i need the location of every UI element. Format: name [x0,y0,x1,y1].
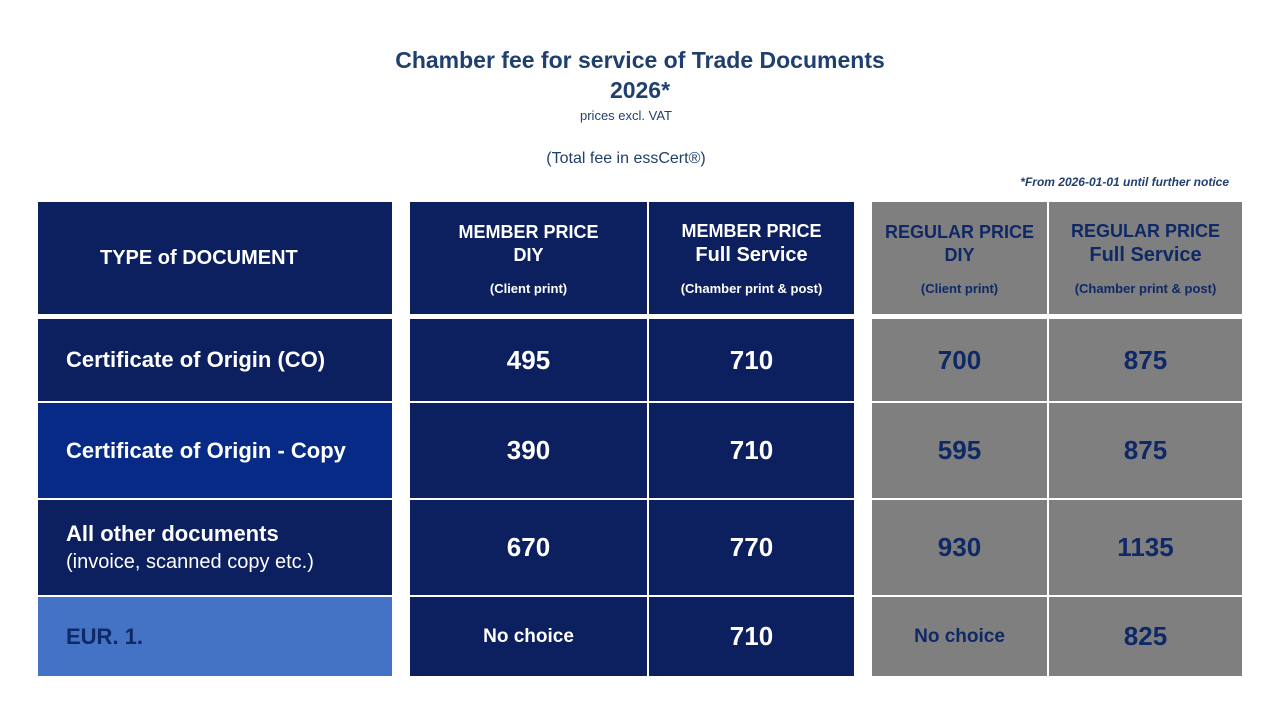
price: 825 [1123,621,1168,651]
price-cell: No choice [409,596,648,677]
price-cell: 1135 [1048,499,1243,596]
column-subtitle: DIY [513,244,544,265]
price: 390 [506,435,551,465]
header-cell: MEMBER PRICE Full Service (Chamber print &… [648,201,855,315]
price: 710 [729,621,774,651]
column-note: (Client print) [920,280,999,296]
price: No choice [483,625,574,647]
price-cell: No choice [871,596,1048,677]
price: 875 [1123,435,1168,465]
price: 710 [729,435,774,465]
notice: *From 2026-01-01 until further notice [1020,175,1229,189]
price-cell: 875 [1048,318,1243,402]
row-label-cell: Certificate of Origin (CO) [37,318,393,402]
price: 875 [1123,344,1168,375]
vat-note: prices excl. VAT [580,108,672,123]
price-cell: 875 [1048,402,1243,499]
price: 1135 [1117,532,1174,562]
column-title: MEMBER PRICE [681,221,822,241]
row-label: Certificate of Origin (CO) [66,347,326,372]
row-label: Certificate of Origin - Copy [66,437,346,463]
price-cell: 670 [409,499,648,596]
column-subtitle: Full Service [695,244,808,266]
row-label-cell: EUR. 1. [37,596,393,677]
header-cell: MEMBER PRICE DIY (Client print) [409,201,648,315]
column-title: MEMBER PRICE [458,221,599,242]
column-title: REGULAR PRICE [884,221,1034,242]
header-cell: REGULAR PRICE Full Service (Chamber print … [1048,201,1243,315]
header-cell: TYPE of DOCUMENT [37,201,393,315]
row-label-cell: Certificate of Origin - Copy [37,402,393,499]
price-cell: 710 [648,402,855,499]
price-cell: 825 [1048,596,1243,677]
price-cell: 700 [871,318,1048,402]
column-note: (Client print) [489,280,568,296]
price: 710 [729,344,774,375]
price: No choice [914,625,1005,647]
price: 770 [729,532,774,562]
column-title: REGULAR PRICE [1070,221,1220,241]
price: 595 [937,435,982,465]
price: 670 [506,532,551,562]
price-cell: 710 [648,596,855,677]
row-label: EUR. 1. [66,623,144,649]
price: 700 [937,344,982,375]
row-label-cell: All other documents (invoice, scanned cop… [37,499,393,596]
total-note: (Total fee in essCert®) [546,150,706,167]
row-label: All other documents [66,521,279,546]
column-note: (Chamber print & post) [680,281,823,296]
price-cell: 390 [409,402,648,499]
price-cell: 930 [871,499,1048,596]
price-cell: 770 [648,499,855,596]
column-subtitle: DIY [944,244,975,265]
price-cell: 710 [648,318,855,402]
column-title: TYPE of DOCUMENT [100,247,298,269]
price: 930 [937,532,982,562]
column-subtitle: Full Service [1089,244,1202,266]
year: 2026* [609,77,671,103]
price-cell: 595 [871,402,1048,499]
price: 495 [506,344,551,375]
column-note: (Chamber print & post) [1074,281,1217,296]
price-cell: 495 [409,318,648,402]
header-cell: REGULAR PRICE DIY (Client print) [871,201,1048,315]
title: Chamber fee for service of Trade Documen… [395,47,885,73]
row-sublabel: (invoice, scanned copy etc.) [66,551,314,573]
